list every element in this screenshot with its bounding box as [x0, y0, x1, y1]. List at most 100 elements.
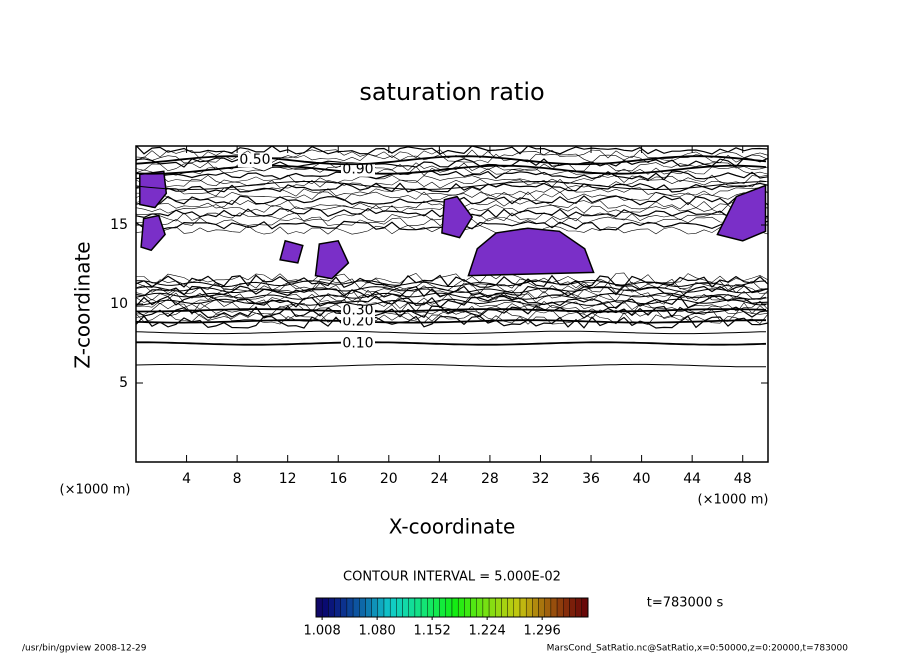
contour-texture: [136, 191, 768, 201]
contour-label: 0.90: [342, 162, 373, 178]
colorbar-label: 1.080: [359, 624, 396, 639]
colorbar-stripe: [389, 597, 397, 618]
colorbar-stripe: [575, 597, 583, 618]
colorbar-stripe: [482, 597, 490, 618]
colorbar-stripe: [569, 597, 576, 618]
footer-right: MarsCond_SatRatio.nc@SatRatio,x=0:50000,…: [547, 644, 849, 654]
colorbar-stripe: [464, 597, 471, 618]
colorbar-stripe: [359, 597, 366, 618]
colorbar-stripe: [544, 597, 552, 618]
contour-texture: [136, 312, 768, 325]
contour-line: [136, 298, 767, 306]
x-tick-label: 16: [329, 471, 347, 487]
contour-texture: [136, 315, 768, 329]
colorbar-stripe: [507, 597, 515, 618]
x-tick-label: 24: [430, 471, 448, 487]
colorbar-stripe: [427, 597, 434, 618]
shaded-region: [139, 170, 168, 209]
contour-label-bg: [341, 162, 375, 177]
colorbar-stripe: [476, 597, 484, 618]
colorbar-stripe: [519, 597, 527, 618]
contour-texture: [136, 146, 768, 155]
contour-texture: [136, 178, 768, 189]
contour-line: [136, 330, 767, 335]
colorbar-stripe: [334, 597, 341, 618]
colorbar-stripe: [433, 597, 440, 618]
colorbar-frame: [315, 597, 589, 618]
colorbar-stripe: [352, 597, 360, 618]
x-tick-label: 4: [182, 471, 191, 487]
colorbar-stripe: [538, 597, 545, 618]
colorbar-stripe: [377, 597, 385, 618]
contour-label-bg: [341, 314, 375, 329]
colorbar-stripe: [495, 597, 502, 618]
colorbar-stripe: [532, 597, 539, 618]
contour-line: [136, 279, 767, 288]
shaded-region: [140, 214, 166, 252]
x-tick-label: 8: [233, 471, 242, 487]
x-tick-label: 20: [380, 471, 398, 487]
footer-left: /usr/bin/gpview 2008-12-29: [22, 644, 147, 654]
contour-interval: CONTOUR INTERVAL = 5.000E-02: [343, 570, 561, 585]
shaded-region: [279, 239, 304, 264]
y-unit: (×1000 m): [60, 483, 131, 498]
colorbar-stripe: [396, 597, 403, 618]
x-tick-label: 44: [683, 471, 701, 487]
colorbar-stripe: [556, 597, 564, 618]
colorbar-stripe: [513, 597, 521, 618]
contour-texture: [136, 182, 768, 193]
shaded-region: [716, 184, 767, 242]
contour-line: [136, 292, 767, 300]
colorbar-stripe: [581, 597, 589, 618]
contour-texture: [136, 170, 768, 181]
x-unit: (×1000 m): [698, 493, 769, 508]
contour-label-bg: [341, 336, 375, 351]
y-tick-label: 10: [110, 296, 128, 312]
contour-texture: [136, 187, 768, 197]
contour-line: [136, 286, 767, 294]
x-tick-label: 28: [481, 471, 499, 487]
colorbar-stripe: [451, 597, 459, 618]
colorbar-stripe: [402, 597, 409, 618]
contour-label-bg: [238, 153, 272, 168]
colorbar-stripe: [408, 597, 416, 618]
colorbar-stripe: [328, 597, 335, 618]
colorbar-stripe: [315, 597, 323, 618]
colorbar-stripe: [488, 597, 496, 618]
contour-texture: [136, 298, 768, 312]
colorbar-stripe: [365, 597, 372, 618]
colorbar-label: 1.008: [304, 624, 341, 639]
colorbar-stripe: [420, 597, 428, 618]
contour-texture: [136, 302, 768, 315]
y-axis-label: Z-coordinate: [71, 241, 95, 368]
chart-title: saturation ratio: [359, 78, 544, 106]
colorbar-stripe: [501, 597, 508, 618]
colorbar-stripe: [321, 597, 329, 618]
colorbar-stripe: [371, 597, 379, 618]
colorbar-stripe: [550, 597, 558, 618]
colorbar-stripe: [346, 597, 354, 618]
colorbar-stripe: [383, 597, 391, 618]
contour-texture: [136, 153, 768, 164]
contour-line: [136, 363, 766, 368]
x-tick-label: 32: [532, 471, 550, 487]
contour-label: 0.50: [239, 152, 270, 168]
contour-line: [136, 308, 767, 313]
x-tick-label: 40: [633, 471, 651, 487]
colorbar-label: 1.224: [469, 624, 506, 639]
colorbar-stripe: [470, 597, 477, 618]
contour-line: [136, 341, 767, 346]
contour-line: [136, 181, 767, 191]
contour-label-bg: [341, 303, 375, 318]
shaded-region: [467, 227, 595, 277]
colorbar-stripe: [414, 597, 422, 618]
x-tick-label: 12: [279, 471, 297, 487]
x-tick-label: 48: [734, 471, 752, 487]
contour-texture: [136, 157, 768, 168]
colorbar-label: 1.296: [524, 624, 561, 639]
colorbar-stripe: [445, 597, 453, 618]
contour-label: 0.10: [342, 336, 373, 352]
colorbar-stripe: [563, 597, 570, 618]
